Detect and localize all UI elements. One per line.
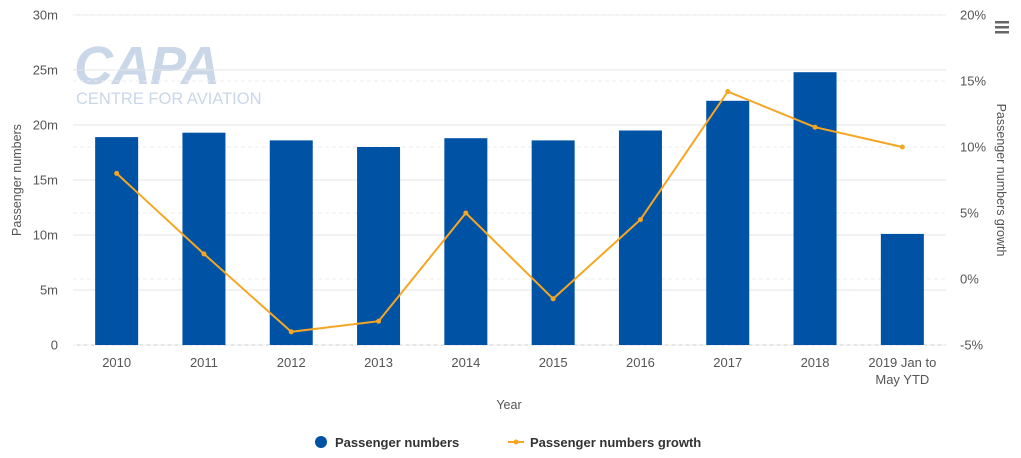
x-tick-label: 2015 xyxy=(539,355,568,370)
growth-point[interactable] xyxy=(550,296,556,302)
bar[interactable] xyxy=(95,137,139,345)
bar[interactable] xyxy=(444,138,488,345)
left-y-tick-label: 0 xyxy=(51,338,58,353)
bar[interactable] xyxy=(182,132,226,345)
watermark-brand: CAPA xyxy=(74,36,219,96)
right-y-tick-label: 20% xyxy=(960,8,986,23)
left-y-axis: 0 5m 10m 15m 20m 25m 30m xyxy=(33,8,58,353)
bar[interactable] xyxy=(793,72,837,345)
right-y-tick-label: 10% xyxy=(960,140,986,155)
growth-point[interactable] xyxy=(463,210,469,216)
growth-point[interactable] xyxy=(725,89,731,95)
hamburger-menu-icon[interactable] xyxy=(992,17,1012,37)
x-tick-label: 2019 Jan to May YTD xyxy=(868,355,936,387)
bar-series xyxy=(95,72,924,345)
growth-point[interactable] xyxy=(812,124,818,130)
x-tick-label: 2012 xyxy=(277,355,306,370)
growth-line xyxy=(115,90,903,333)
growth-point[interactable] xyxy=(376,318,382,324)
x-tick-label: 2016 xyxy=(626,355,655,370)
growth-point[interactable] xyxy=(114,170,120,176)
left-y-tick-label: 25m xyxy=(33,63,58,78)
right-y-tick-label: 15% xyxy=(960,74,986,89)
bar[interactable] xyxy=(531,140,575,345)
bar[interactable] xyxy=(880,233,924,345)
growth-point[interactable] xyxy=(288,329,294,335)
x-tick-label: 2014 xyxy=(451,355,480,370)
x-axis: 2010 2011 2012 2013 2014 2015 2016 2017 2018 2019… xyxy=(102,355,936,387)
legend-marker-circle xyxy=(315,436,327,448)
bar[interactable] xyxy=(706,100,750,345)
x-tick-label: 2018 xyxy=(801,355,830,370)
right-y-tick-label: -5% xyxy=(960,338,984,353)
legend-item-passenger-numbers-growth[interactable]: Passenger numbers growth xyxy=(508,435,701,450)
left-y-axis-title: Passenger numbers xyxy=(10,124,24,236)
x-axis-title: Year xyxy=(496,398,521,412)
capa-watermark: CAPA CENTRE FOR AVIATION xyxy=(74,36,262,108)
bar[interactable] xyxy=(269,140,313,345)
x-tick-label: 2013 xyxy=(364,355,393,370)
legend-label-passenger-numbers-growth: Passenger numbers growth xyxy=(530,435,701,450)
growth-point[interactable] xyxy=(201,251,207,257)
x-tick-label: 2010 xyxy=(102,355,131,370)
legend: Passenger numbers Passenger numbers grow… xyxy=(315,435,701,450)
growth-point[interactable] xyxy=(899,144,905,150)
bar[interactable] xyxy=(357,147,401,345)
growth-point[interactable] xyxy=(637,217,643,223)
legend-item-passenger-numbers[interactable]: Passenger numbers xyxy=(315,435,459,450)
legend-marker-dot xyxy=(513,439,519,445)
watermark-tagline: CENTRE FOR AVIATION xyxy=(76,90,262,108)
left-y-tick-label: 5m xyxy=(40,283,58,298)
right-y-tick-label: 5% xyxy=(960,206,979,221)
left-y-tick-label: 10m xyxy=(33,228,58,243)
right-y-tick-label: 0% xyxy=(960,272,979,287)
legend-label-passenger-numbers: Passenger numbers xyxy=(335,435,459,450)
bar[interactable] xyxy=(618,130,662,346)
left-y-tick-label: 20m xyxy=(33,118,58,133)
line-series xyxy=(114,89,905,335)
left-y-tick-label: 15m xyxy=(33,173,58,188)
x-tick-label: 2011 xyxy=(190,355,218,370)
left-y-tick-label: 30m xyxy=(33,8,58,23)
right-y-axis: -5% 0% 5% 10% 15% 20% xyxy=(960,8,986,353)
right-y-axis-title: Passenger numbers growth xyxy=(994,104,1008,257)
x-tick-label: 2017 xyxy=(713,355,742,370)
